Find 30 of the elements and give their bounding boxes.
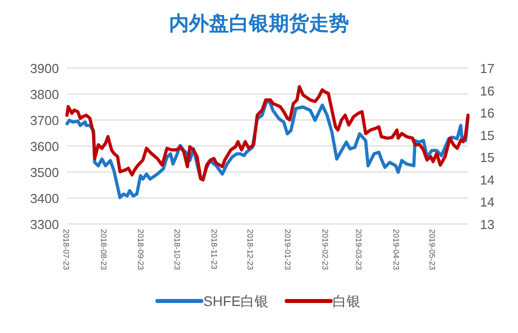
y2-tick-label: 17 <box>480 61 494 76</box>
x-tick-label: 2018-07-23 <box>62 229 70 270</box>
y-tick-label: 3600 <box>30 139 59 154</box>
x-tick-label: 2019-05-23 <box>428 229 437 270</box>
y2-tick-label: 15 <box>480 128 494 143</box>
y2-tick-label: 14 <box>480 172 494 188</box>
x-tick-label: 2019-03-23 <box>354 229 364 270</box>
y2-tick-label: 13 <box>480 217 494 232</box>
y2-tick-label: 14 <box>480 194 494 210</box>
x-tick-label: 2018-12-23 <box>246 229 255 270</box>
chart-title: 内外盘白银期货走势 <box>169 13 349 35</box>
legend-label: 白银 <box>332 293 361 309</box>
y-tick-label: 3400 <box>30 191 59 206</box>
y-tick-label: 3900 <box>30 61 59 76</box>
y2-tick-label: 15 <box>480 150 494 166</box>
x-tick-label: 2019-04-23 <box>391 229 400 270</box>
y-tick-label: 3700 <box>30 113 59 128</box>
y2-tick-label: 16 <box>480 83 494 98</box>
x-tick-label: 2018-08-23 <box>98 229 108 270</box>
x-tick-label: 2018-11-23 <box>210 229 219 270</box>
line-series <box>65 85 470 182</box>
x-tick-label: 2019-02-23 <box>320 229 330 270</box>
y-tick-label: 3500 <box>30 165 59 180</box>
y2-tick-label: 16 <box>480 106 494 121</box>
x-tick-label: 2018-09-23 <box>136 229 146 270</box>
y-tick-label: 3300 <box>30 217 59 232</box>
y-tick-label: 3800 <box>30 87 59 102</box>
x-tick-label: 2019-01-23 <box>283 229 292 270</box>
x-tick-label: 2018-10-23 <box>172 229 182 270</box>
legend-label: SHFE白银 <box>203 293 269 309</box>
